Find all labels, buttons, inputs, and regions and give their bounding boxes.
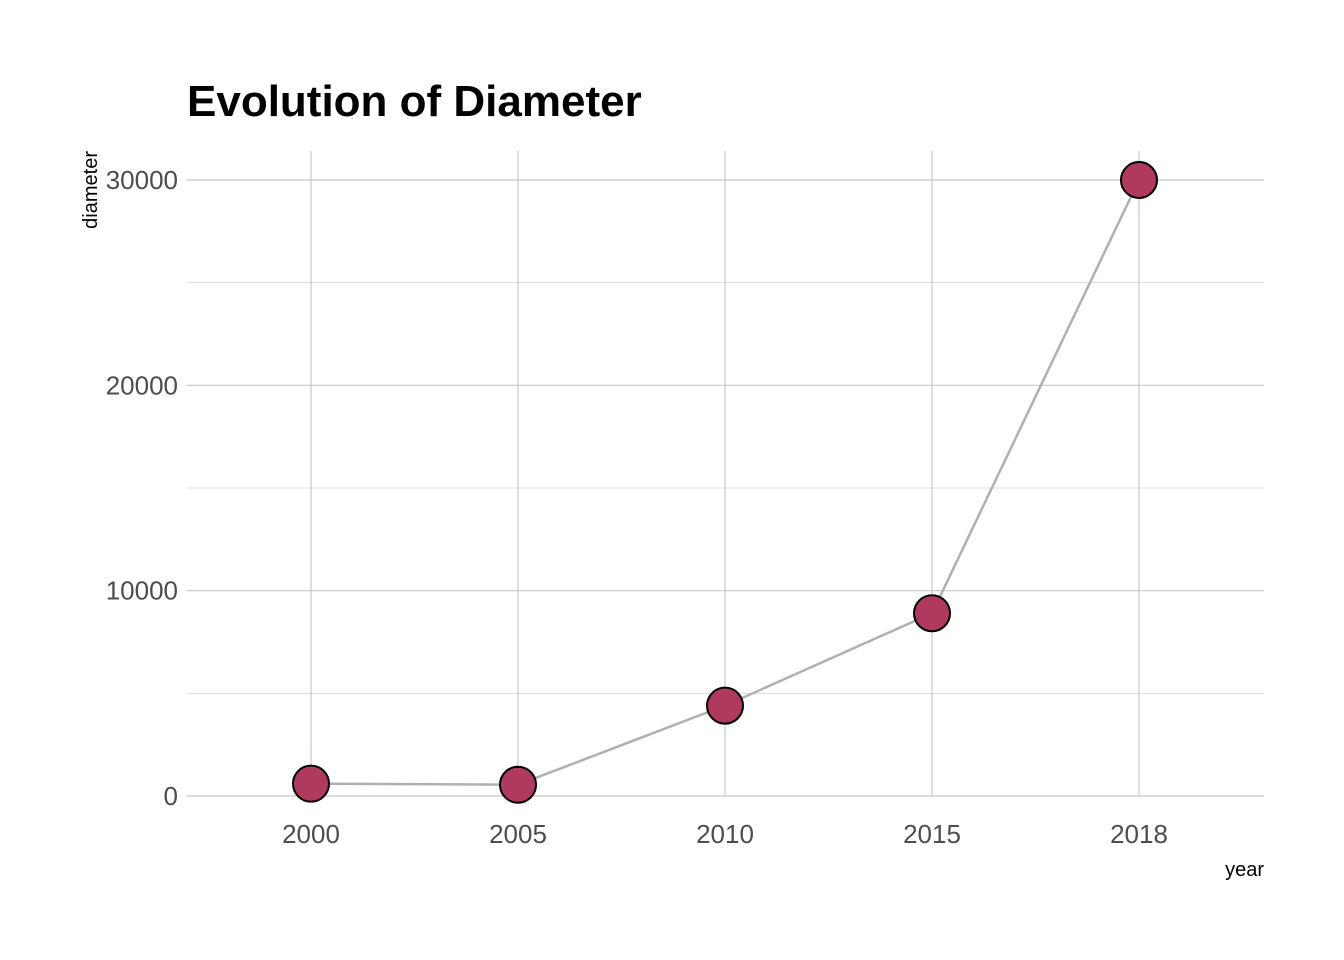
series — [292, 161, 1158, 804]
y-tick-label: 30000 — [106, 165, 178, 195]
data-point — [499, 765, 537, 804]
data-point — [913, 594, 951, 633]
x-tick-label: 2000 — [282, 819, 340, 849]
data-point — [706, 686, 744, 725]
x-tick-label: 2010 — [696, 819, 754, 849]
x-tick-label: 2015 — [903, 819, 961, 849]
y-tick-label: 10000 — [106, 576, 178, 606]
x-tick-labels: 2000 2005 2010 2015 2018 — [282, 819, 1168, 849]
y-tick-label: 0 — [164, 781, 178, 811]
y-tick-label: 20000 — [106, 370, 178, 400]
x-tick-label: 2018 — [1110, 819, 1168, 849]
chart-title: Evolution of Diameter — [187, 77, 642, 126]
x-tick-label: 2005 — [489, 819, 547, 849]
y-tick-labels: 0 10000 20000 30000 — [106, 165, 178, 811]
x-axis-title: year — [1225, 859, 1264, 881]
data-point — [292, 764, 330, 803]
data-point — [1120, 161, 1158, 199]
y-axis-title: diameter — [80, 151, 102, 229]
